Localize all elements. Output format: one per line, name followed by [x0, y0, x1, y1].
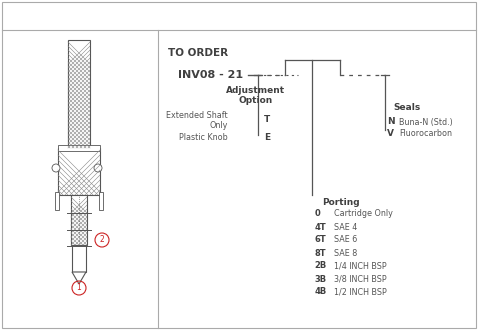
- Text: 3B: 3B: [315, 275, 326, 283]
- Text: Plastic Knob: Plastic Knob: [179, 134, 228, 143]
- Text: E: E: [264, 134, 270, 143]
- Text: Porting: Porting: [323, 198, 360, 207]
- Text: Seals: Seals: [393, 104, 420, 113]
- Bar: [58, 145, 100, 151]
- Text: Cartridge Only: Cartridge Only: [335, 210, 393, 218]
- Text: Fluorocarbon: Fluorocarbon: [399, 129, 452, 139]
- Text: Adjustment
Option: Adjustment Option: [227, 86, 285, 105]
- Bar: [55, 192, 59, 210]
- Text: 3/8 INCH BSP: 3/8 INCH BSP: [335, 275, 387, 283]
- Text: 2B: 2B: [315, 261, 327, 271]
- Text: 2: 2: [99, 236, 104, 245]
- Text: SAE 8: SAE 8: [335, 248, 358, 257]
- Text: 6T: 6T: [315, 236, 326, 245]
- Circle shape: [94, 164, 102, 172]
- Text: TO ORDER: TO ORDER: [168, 48, 228, 58]
- Text: Extended Shaft: Extended Shaft: [166, 111, 228, 119]
- Text: Only: Only: [210, 121, 228, 130]
- Text: 0: 0: [315, 210, 320, 218]
- Text: INV08 - 21: INV08 - 21: [178, 70, 243, 80]
- Text: 1/2 INCH BSP: 1/2 INCH BSP: [335, 287, 387, 296]
- Bar: [58, 148, 100, 195]
- Bar: [99, 192, 103, 210]
- Bar: [68, 40, 90, 148]
- Text: 8T: 8T: [315, 248, 326, 257]
- Text: T: T: [264, 115, 270, 124]
- Text: N: N: [387, 117, 395, 126]
- Bar: [72, 245, 86, 272]
- Text: 1: 1: [76, 283, 81, 292]
- Text: 1/4 INCH BSP: 1/4 INCH BSP: [335, 261, 387, 271]
- Text: V: V: [387, 129, 394, 139]
- Text: 4B: 4B: [315, 287, 327, 296]
- Bar: [71, 195, 87, 245]
- Text: 4T: 4T: [315, 222, 326, 232]
- Polygon shape: [72, 272, 86, 284]
- Circle shape: [52, 164, 60, 172]
- Text: SAE 4: SAE 4: [335, 222, 358, 232]
- Text: SAE 6: SAE 6: [335, 236, 358, 245]
- Text: Buna-N (Std.): Buna-N (Std.): [399, 117, 453, 126]
